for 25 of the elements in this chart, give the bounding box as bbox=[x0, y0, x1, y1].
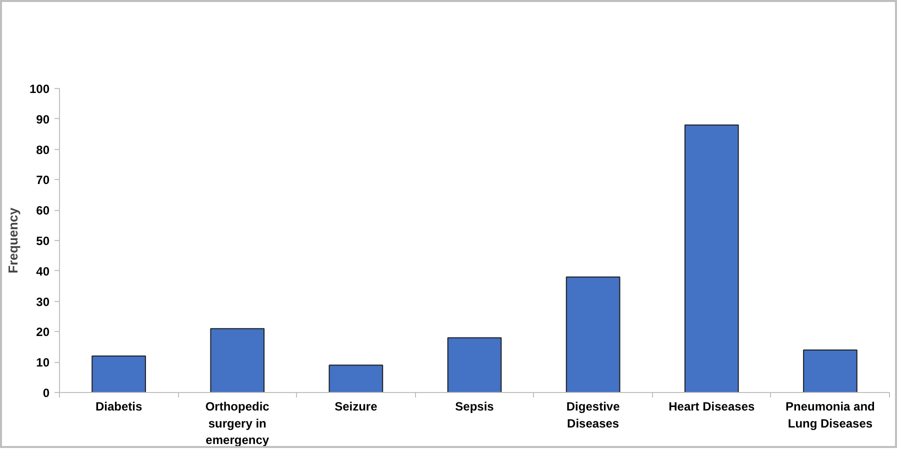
bar bbox=[447, 337, 502, 392]
x-tick-label: Digestive Diseases bbox=[566, 400, 620, 430]
bar bbox=[210, 328, 265, 392]
bar bbox=[328, 364, 384, 392]
x-tick-label: Heart Diseases bbox=[668, 400, 755, 414]
bar bbox=[92, 356, 146, 392]
x-tick-label: Diabetis bbox=[95, 400, 142, 414]
bar bbox=[684, 124, 739, 392]
x-tick-label: Sepsis bbox=[455, 400, 494, 414]
y-tick-label: 80 bbox=[36, 142, 50, 157]
y-tick-label: 10 bbox=[36, 356, 50, 370]
y-tick-label: 20 bbox=[36, 325, 50, 340]
bar bbox=[803, 349, 858, 392]
y-tick-label: 50 bbox=[36, 234, 50, 248]
x-tick-label: Pneumonia and Lung Diseases bbox=[786, 400, 875, 430]
x-tick-label: Seizure bbox=[334, 400, 378, 414]
y-tick-label: 40 bbox=[36, 264, 50, 278]
y-tick-label: 90 bbox=[36, 112, 50, 126]
y-tick-label: 0 bbox=[42, 386, 50, 400]
y-tick-label: 70 bbox=[36, 173, 50, 188]
y-axis-title: Frequency bbox=[5, 206, 20, 274]
bar bbox=[566, 276, 620, 392]
y-tick-label: 30 bbox=[36, 294, 50, 309]
y-tick-label: 100 bbox=[29, 82, 50, 96]
y-tick-label: 60 bbox=[36, 204, 50, 218]
